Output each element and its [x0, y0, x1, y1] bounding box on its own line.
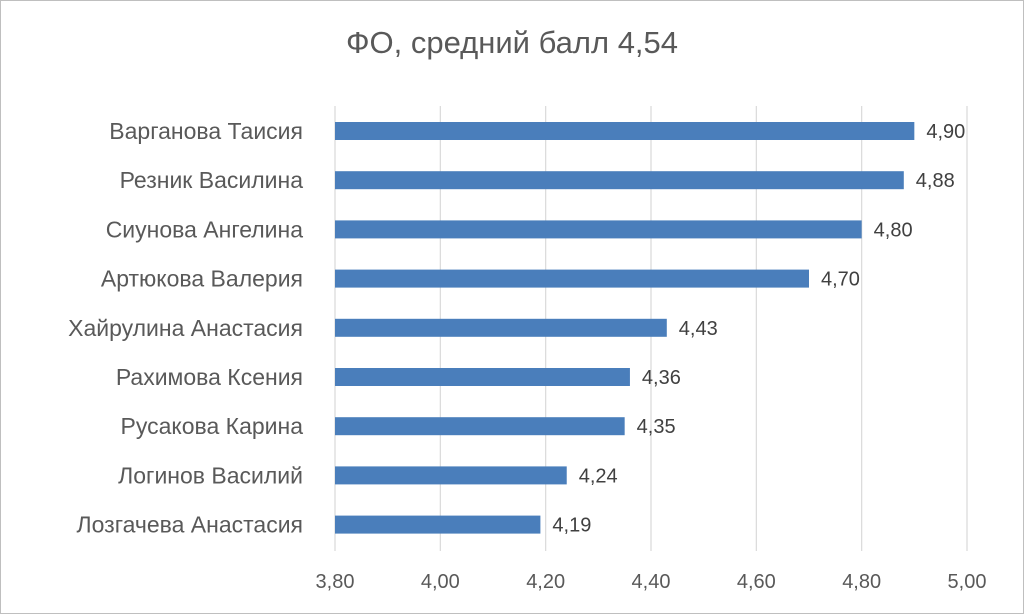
category-label: Резник Василина — [120, 167, 304, 193]
category-label: Лозгачева Анастасия — [77, 512, 303, 538]
x-tick-label: 3,80 — [316, 571, 355, 593]
bar — [335, 220, 862, 239]
category-label: Варганова Таисия — [109, 118, 303, 144]
data-label: 4,70 — [821, 269, 860, 291]
data-label: 4,88 — [916, 170, 955, 192]
bar — [335, 417, 625, 436]
x-tick-label: 4,20 — [526, 571, 565, 593]
bar — [335, 368, 630, 386]
bar — [335, 515, 541, 534]
category-label: Сиунова Ангелина — [106, 216, 304, 242]
x-tick-label: 4,00 — [421, 571, 460, 593]
data-label: 4,90 — [926, 121, 965, 143]
data-label: 4,19 — [552, 515, 591, 537]
bar — [335, 318, 667, 337]
category-label: Артюкова Валерия — [101, 266, 303, 292]
data-label: 4,36 — [642, 367, 681, 389]
bar — [335, 171, 904, 190]
data-label: 4,80 — [874, 219, 913, 241]
x-tick-label: 5,00 — [948, 571, 987, 593]
data-label: 4,43 — [679, 318, 718, 340]
x-tick-label: 4,40 — [632, 571, 671, 593]
bar — [335, 122, 915, 140]
category-label: Хайрулина Анастасия — [68, 315, 303, 341]
category-label: Рахимова Ксения — [116, 364, 303, 390]
x-tick-label: 4,60 — [737, 571, 776, 593]
bar — [335, 466, 567, 485]
chart-title: ФО, средний балл 4,54 — [345, 25, 679, 60]
category-label: Логинов Василий — [118, 462, 303, 488]
data-label: 4,24 — [579, 465, 618, 487]
data-label: 4,35 — [637, 416, 676, 438]
bar — [335, 269, 809, 288]
category-label: Русакова Карина — [121, 413, 304, 439]
x-tick-label: 4,80 — [842, 571, 881, 593]
